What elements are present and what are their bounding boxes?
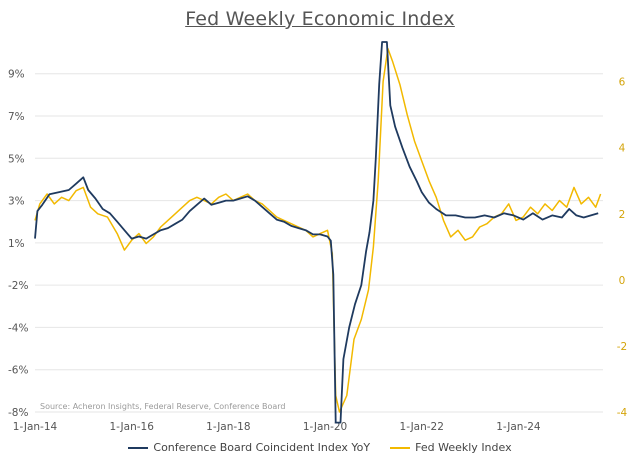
- left-tick-label: 7%: [8, 111, 25, 123]
- grid-lines: [35, 73, 603, 413]
- left-tick-label: 3%: [8, 196, 25, 208]
- right-tick-label: 4: [619, 143, 626, 155]
- x-tick-label: 1-Jan-20: [303, 421, 347, 433]
- legend-swatch-fed-weekly: [390, 446, 411, 449]
- right-axis: 6 4 2 0 -2 -4: [617, 77, 628, 419]
- x-tick-label: 1-Jan-18: [206, 421, 250, 433]
- left-tick-label: 1%: [8, 238, 25, 250]
- left-tick-label: 9%: [8, 69, 25, 81]
- left-axis: 9% 7% 5% 3% 1% -2% -4% -6% -8%: [8, 69, 28, 419]
- left-tick-label: -4%: [8, 322, 28, 334]
- right-tick-label: 6: [619, 77, 626, 89]
- right-tick-label: -4: [617, 407, 628, 419]
- series-group: [34, 41, 602, 424]
- legend-swatch-coincident: [128, 446, 149, 449]
- x-tick-label: 1-Jan-24: [496, 421, 541, 433]
- right-tick-label: 2: [619, 209, 626, 221]
- legend-label-fed-weekly: Fed Weekly Index: [415, 441, 512, 454]
- right-tick-label: 0: [619, 275, 626, 287]
- series-line-fed-weekly: [34, 47, 602, 413]
- left-tick-label: -8%: [8, 407, 28, 419]
- legend-label-coincident: Conference Board Coincident Index YoY: [153, 441, 371, 454]
- series-line-coincident: [34, 41, 599, 424]
- source-note: Source: Acheron Insights, Federal Reserv…: [40, 402, 285, 411]
- left-tick-label: 5%: [8, 153, 25, 165]
- legend-item-fed-weekly: Fed Weekly Index: [390, 441, 512, 454]
- chart-title: Fed Weekly Economic Index: [185, 8, 455, 30]
- x-tick-label: 1-Jan-16: [109, 421, 154, 433]
- legend: Conference Board Coincident Index YoY Fe…: [0, 441, 640, 454]
- left-tick-label: -6%: [8, 365, 28, 377]
- x-tick-label: 1-Jan-22: [400, 421, 444, 433]
- x-tick-label: 1-Jan-14: [13, 421, 58, 433]
- x-axis: 1-Jan-14 1-Jan-16 1-Jan-18 1-Jan-20 1-Jan-22…: [13, 421, 541, 433]
- right-tick-label: -2: [617, 341, 627, 353]
- legend-item-coincident: Conference Board Coincident Index YoY: [128, 441, 370, 454]
- left-tick-label: -2%: [8, 280, 28, 292]
